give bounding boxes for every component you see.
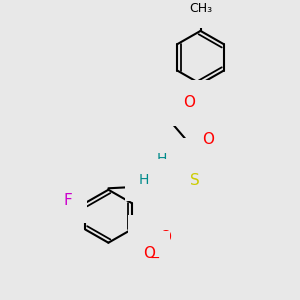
Text: F: F: [63, 193, 72, 208]
Text: H: H: [139, 173, 149, 187]
Text: CH₃: CH₃: [189, 2, 212, 15]
Text: O: O: [183, 95, 195, 110]
Text: N: N: [168, 153, 179, 168]
Text: N: N: [150, 174, 162, 189]
Text: H: H: [157, 152, 167, 167]
Text: O: O: [202, 132, 214, 147]
Text: N: N: [143, 230, 154, 245]
Text: O: O: [143, 246, 155, 261]
Text: S: S: [190, 173, 200, 188]
Text: O: O: [159, 230, 171, 245]
Text: +: +: [150, 228, 159, 238]
Text: −: −: [149, 251, 160, 265]
